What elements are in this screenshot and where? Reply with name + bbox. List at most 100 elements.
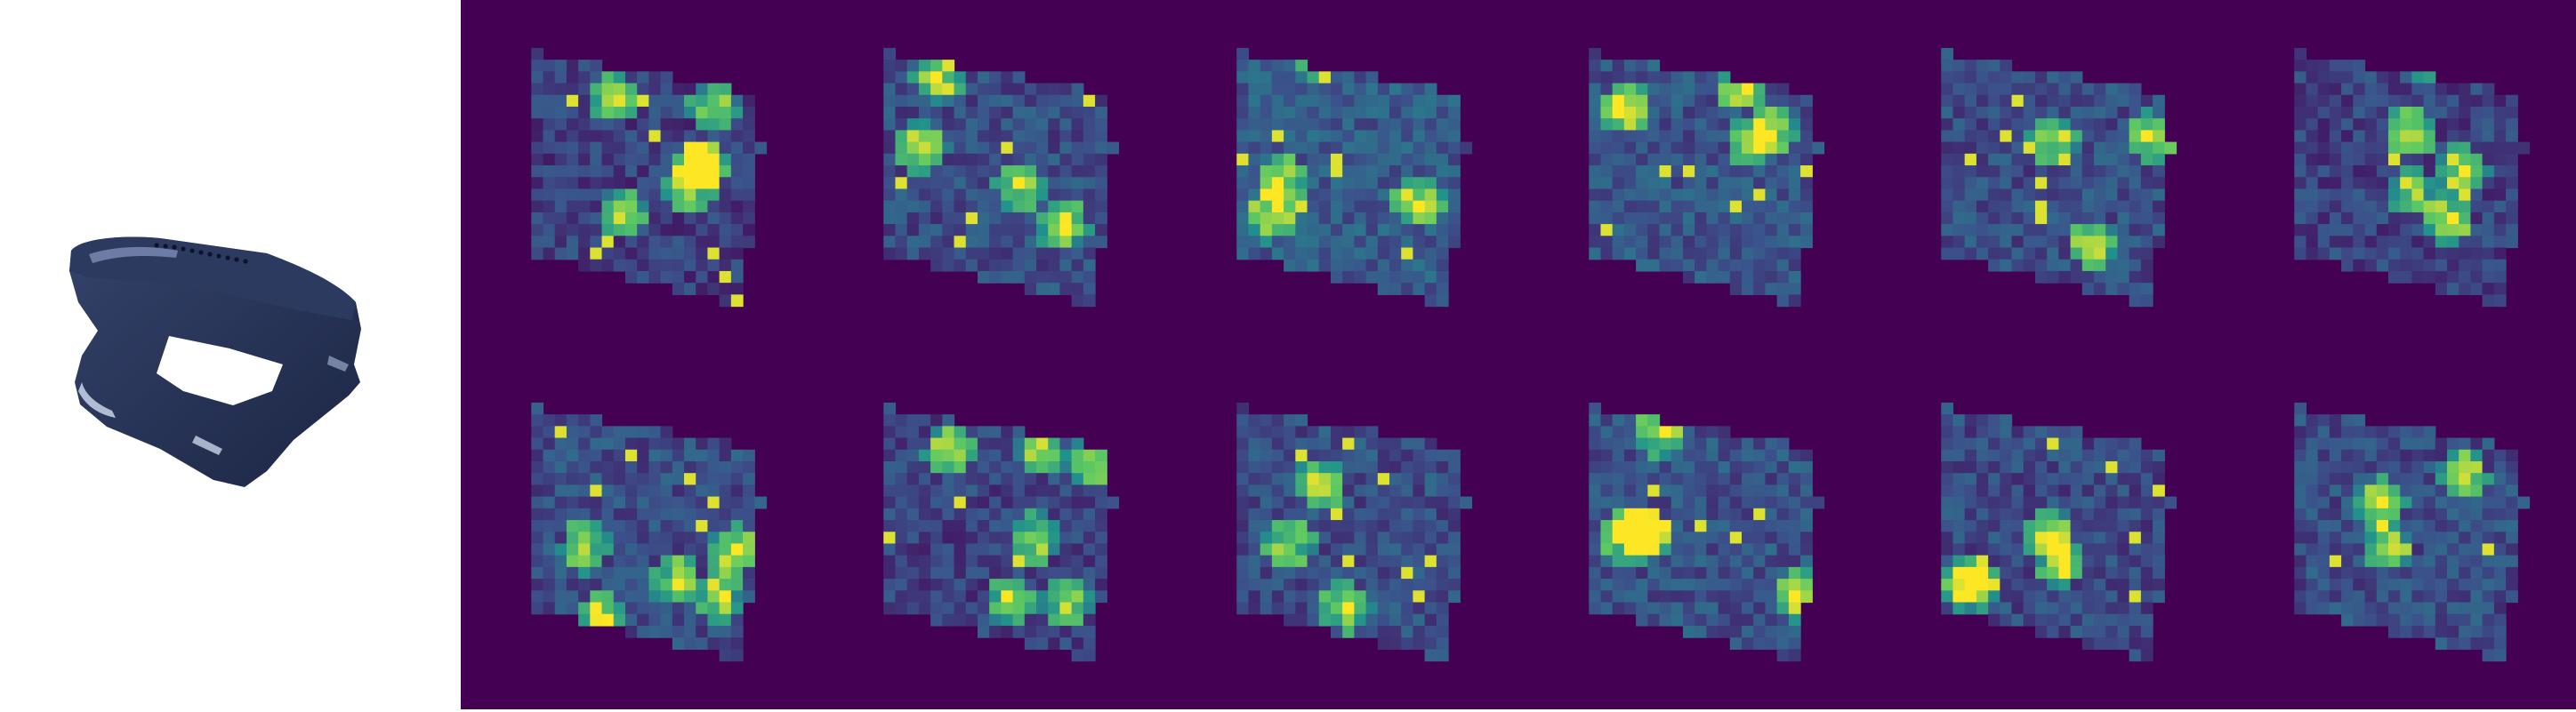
- attention-patch: [2470, 283, 2483, 295]
- attention-patch: [1988, 259, 2001, 272]
- attention-patch: [1765, 118, 1778, 131]
- attention-patch: [1753, 602, 1767, 614]
- attention-patch: [2094, 83, 2107, 96]
- attention-patch: [1589, 449, 1602, 462]
- attention-map-1-6: [2223, 0, 2576, 355]
- attention-patch: [2035, 270, 2049, 284]
- attention-patch: [1318, 141, 1332, 155]
- attention-patch: [730, 270, 744, 284]
- attention-patch: [2070, 519, 2083, 532]
- attention-patch: [1012, 519, 1026, 532]
- attention-patch: [1341, 519, 1355, 532]
- attention-patch: [1354, 449, 1366, 462]
- attention-patch: [907, 236, 920, 249]
- attention-patch: [1307, 153, 1319, 166]
- attention-patch: [1636, 60, 1648, 72]
- attention-patch: [1236, 83, 1249, 96]
- attention-patch: [637, 153, 649, 166]
- attention-patch: [1800, 188, 1813, 202]
- attention-patch: [2376, 531, 2389, 544]
- attention-patch: [2117, 247, 2130, 260]
- attention-patch: [989, 177, 1002, 190]
- attention-patch: [1718, 153, 1731, 166]
- attention-patch: [1788, 648, 1801, 661]
- attention-patch: [1036, 589, 1050, 603]
- attention-patch: [1589, 71, 1602, 84]
- attention-patch: [2435, 200, 2448, 213]
- attention-patch: [601, 259, 615, 272]
- attention-patch: [554, 130, 568, 143]
- attention-patch: [601, 130, 615, 143]
- attention-patch: [684, 177, 696, 190]
- attention-patch: [2306, 484, 2318, 497]
- attention-patch: [2035, 259, 2049, 272]
- attention-patch: [672, 496, 685, 508]
- attention-patch: [1059, 555, 1073, 567]
- attention-patch: [954, 212, 967, 225]
- attention-patch: [2058, 130, 2072, 143]
- attention-patch: [1682, 141, 1695, 155]
- attention-patch: [1271, 118, 1284, 131]
- attention-patch: [1400, 531, 1413, 544]
- attention-patch: [590, 449, 603, 462]
- attention-patch: [2387, 531, 2401, 544]
- attention-patch: [2446, 106, 2459, 119]
- attention-patch: [2446, 165, 2459, 178]
- attention-patch: [2446, 200, 2459, 213]
- attention-patch: [1647, 60, 1661, 72]
- attention-patch: [1459, 141, 1472, 155]
- attention-patch: [1729, 613, 1743, 627]
- attention-patch: [1413, 555, 1425, 567]
- attention-patch: [930, 60, 944, 72]
- attention-patch: [1330, 200, 1343, 213]
- attention-patch: [730, 130, 744, 143]
- attention-patch: [1318, 71, 1332, 84]
- attention-patch: [613, 460, 626, 474]
- attention-patch: [554, 71, 568, 84]
- attention-patch: [1659, 200, 1672, 213]
- attention-patch: [2435, 236, 2448, 249]
- attention-patch: [919, 130, 932, 143]
- attention-patch: [1283, 224, 1296, 236]
- attention-patch: [684, 437, 696, 450]
- attention-patch: [566, 578, 579, 591]
- attention-patch: [1729, 165, 1743, 178]
- attention-patch: [1377, 578, 1390, 591]
- attention-map-1-3: [1165, 0, 1519, 355]
- attention-patch: [1083, 566, 1096, 580]
- attention-patch: [730, 542, 744, 556]
- attention-patch: [1413, 496, 1425, 508]
- attention-patch: [1001, 200, 1014, 213]
- attention-patch: [2387, 555, 2401, 567]
- attention-patch: [907, 555, 920, 567]
- attention-patch: [1765, 589, 1778, 603]
- attention-patch: [1048, 625, 1061, 638]
- attention-patch: [1682, 460, 1695, 474]
- attention-patch: [1600, 212, 1614, 225]
- attention-patch: [1765, 200, 1778, 213]
- attention-patch: [1413, 83, 1425, 96]
- attention-patch: [672, 437, 685, 450]
- attention-patch: [978, 247, 991, 260]
- attention-patch: [1788, 484, 1801, 497]
- attention-patch: [696, 636, 709, 650]
- attention-patch: [2423, 555, 2436, 567]
- attention-patch: [1036, 224, 1050, 236]
- attention-patch: [1059, 566, 1073, 580]
- attention-patch: [1260, 236, 1273, 249]
- attention-patch: [1354, 153, 1366, 166]
- attention-patch: [2000, 425, 2013, 438]
- attention-patch: [1389, 636, 1402, 650]
- attention-patch: [1695, 460, 1707, 474]
- attention-patch: [1036, 236, 1050, 249]
- attention-patch: [2105, 449, 2119, 462]
- attention-patch: [930, 460, 944, 474]
- attention-patch: [1589, 508, 1602, 521]
- attention-patch: [2058, 625, 2072, 638]
- attention-patch: [566, 118, 579, 131]
- attention-patch: [942, 425, 955, 438]
- attention-patch: [1283, 508, 1296, 521]
- attention-patch: [1682, 200, 1695, 213]
- attention-patch: [2470, 153, 2483, 166]
- attention-patch: [1424, 578, 1437, 591]
